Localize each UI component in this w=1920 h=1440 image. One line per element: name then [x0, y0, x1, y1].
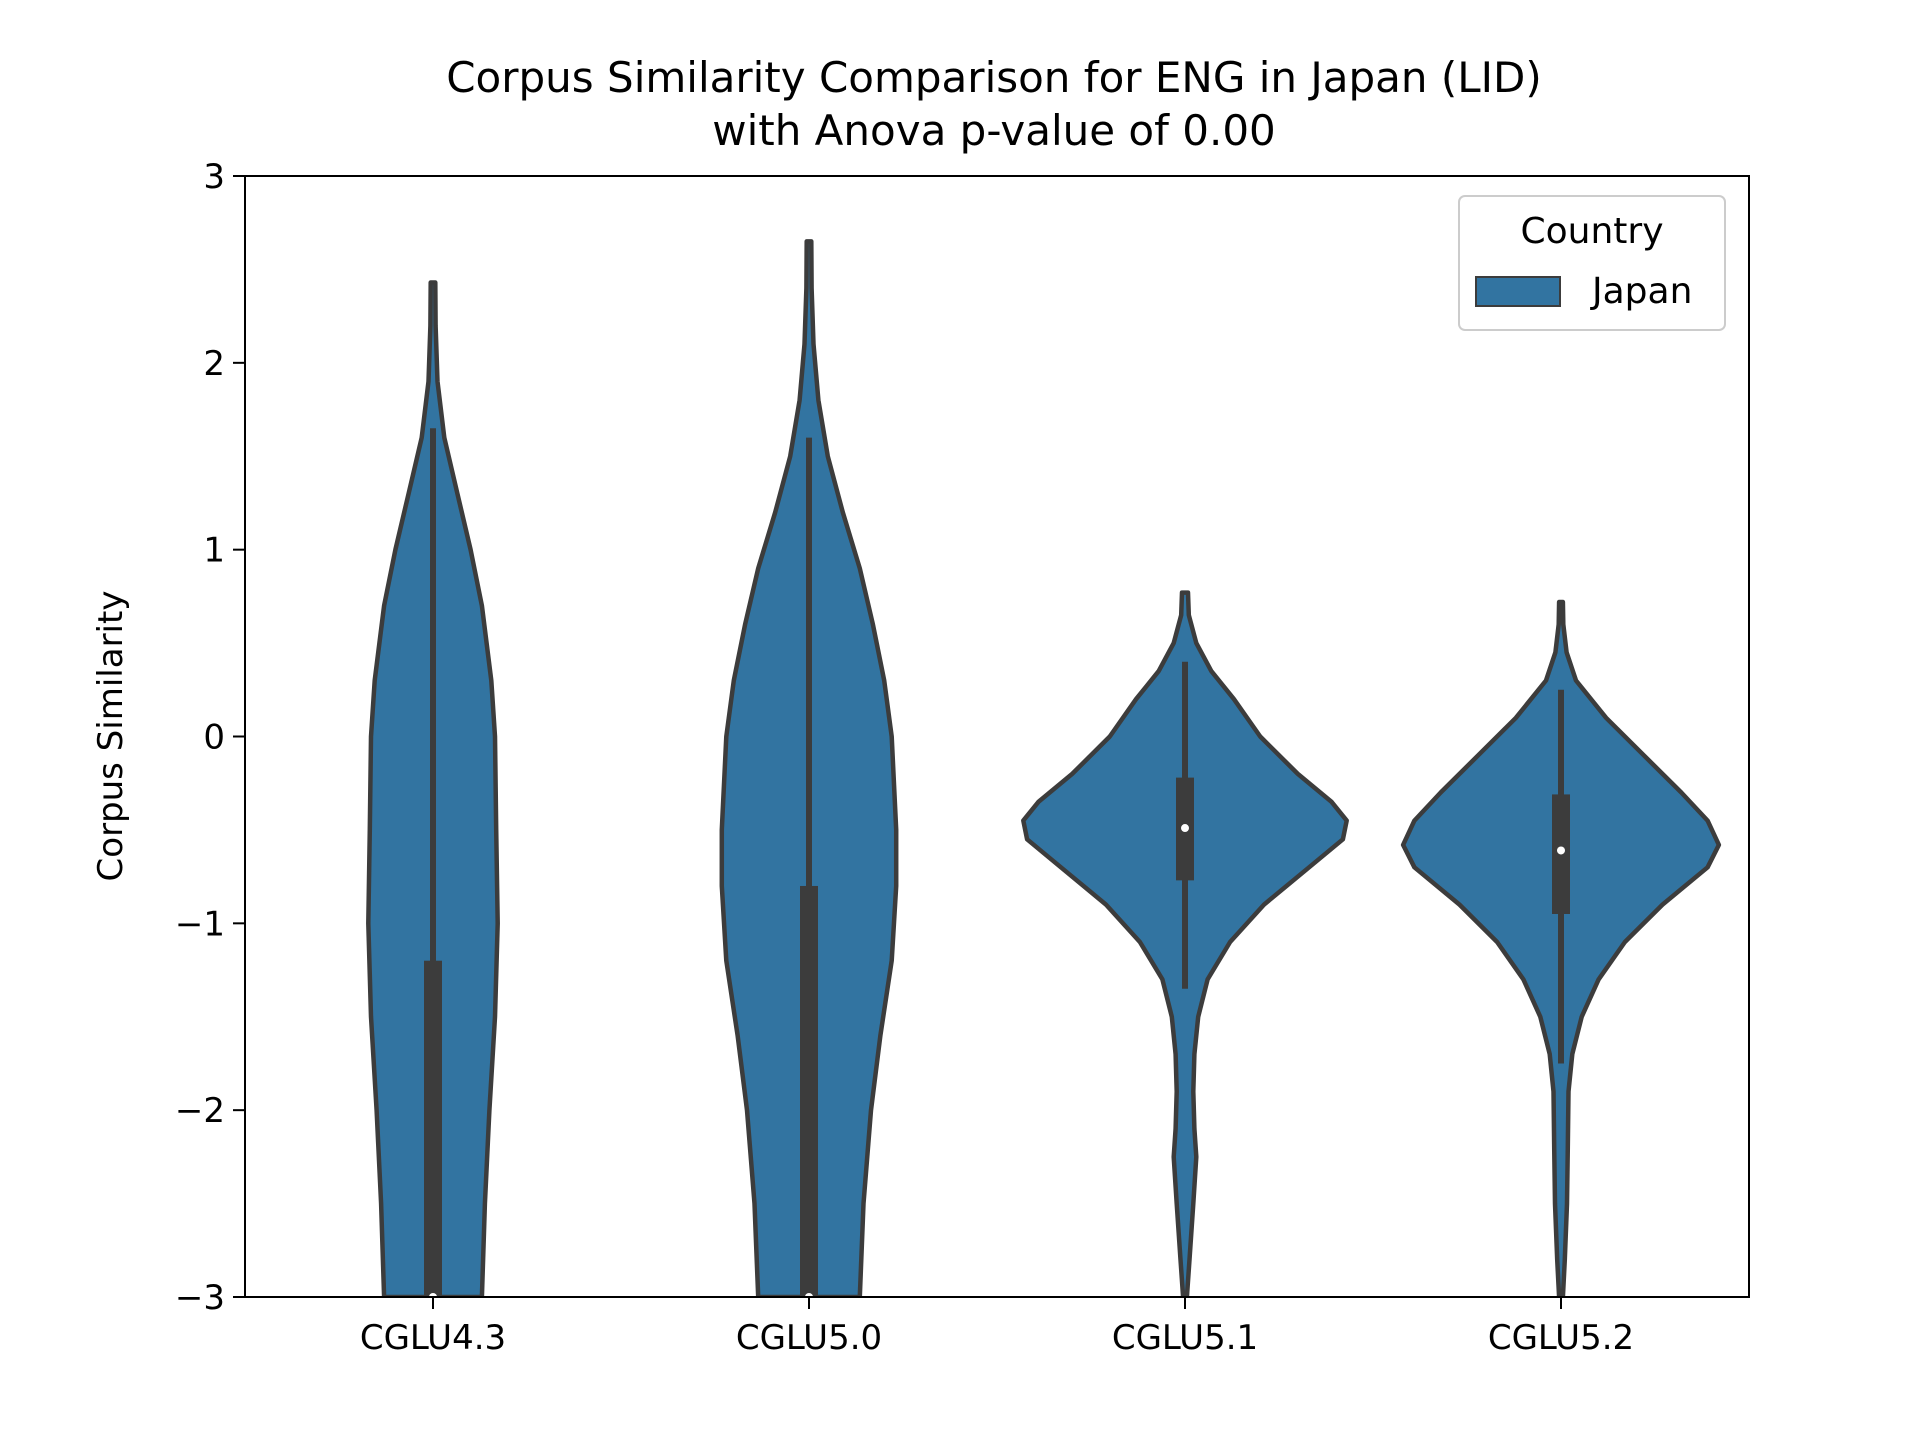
violin-iqr-box: [800, 885, 818, 1297]
x-tick-label: CGLU5.1: [1112, 1318, 1258, 1358]
violins-layer: [366, 239, 1722, 1297]
violin-cglu4-3: [366, 280, 500, 1297]
chart-subtitle: with Anova p-value of 0.00: [712, 106, 1276, 155]
y-axis: −3 −2 −1 0 1 2 3: [175, 157, 245, 1318]
violin-cglu5-2: [1400, 599, 1722, 1297]
legend-title: Country: [1520, 211, 1663, 252]
x-tick-label: CGLU5.0: [736, 1318, 882, 1358]
y-axis-label: Corpus Similarity: [91, 591, 131, 882]
x-tick-label: CGLU4.3: [360, 1318, 506, 1358]
y-tick-label: 1: [203, 531, 225, 571]
violin-cglu5-0: [719, 239, 899, 1297]
y-tick-label: −3: [175, 1278, 225, 1318]
violin-median: [1181, 824, 1189, 833]
violin-median: [1557, 846, 1565, 855]
legend: Country Japan: [1458, 195, 1726, 331]
y-tick-label: 3: [203, 157, 225, 197]
y-tick-label: −1: [175, 904, 225, 944]
y-tick-label: 2: [203, 344, 225, 384]
legend-entry-japan: Japan: [1590, 271, 1692, 312]
x-axis: CGLU4.3 CGLU5.0 CGLU5.1 CGLU5.2: [360, 1297, 1634, 1358]
legend-swatch-japan: [1475, 276, 1561, 307]
violin-cglu5-1: [1021, 590, 1349, 1297]
violin-iqr-box: [424, 960, 442, 1297]
chart-title: Corpus Similarity Comparison for ENG in …: [446, 53, 1542, 102]
y-tick-label: 0: [203, 718, 225, 758]
y-tick-label: −2: [175, 1091, 225, 1131]
x-tick-label: CGLU5.2: [1488, 1318, 1634, 1358]
